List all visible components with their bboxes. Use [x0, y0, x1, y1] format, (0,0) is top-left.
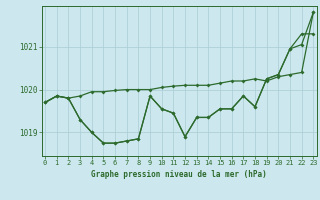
X-axis label: Graphe pression niveau de la mer (hPa): Graphe pression niveau de la mer (hPa): [91, 170, 267, 179]
